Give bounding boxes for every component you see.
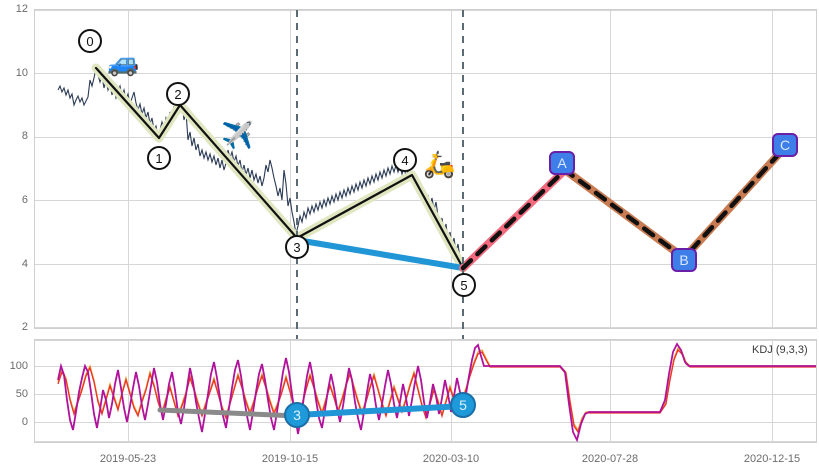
kdj-d-line xyxy=(57,348,816,434)
car-emoji: 🚙 xyxy=(107,47,140,77)
abc-label-b[interactable]: B xyxy=(671,248,697,272)
price-ytick-2: 2 xyxy=(21,321,28,333)
abc-label-c[interactable]: C xyxy=(772,133,798,157)
price-ytick-10: 10 xyxy=(15,67,28,79)
kdj-ytick-0: 0 xyxy=(21,416,28,428)
kdj-panel-border xyxy=(34,339,817,443)
kdj-blue-trend xyxy=(294,403,466,418)
kdj-indicator-label: KDJ (9,3,3) xyxy=(752,344,808,356)
xtick-2: 2019-10-15 xyxy=(261,453,319,465)
kdj-ytick-100: 100 xyxy=(9,360,28,372)
price-ytick-8: 8 xyxy=(21,130,28,142)
pivot-label-0[interactable]: 0 xyxy=(78,29,102,53)
corrective-wave-abc xyxy=(459,140,792,272)
connector-3-to-5 xyxy=(294,237,466,271)
price-panel-border xyxy=(34,9,817,329)
price-ytick-6: 6 xyxy=(21,194,28,206)
pivot-label-5[interactable]: 5 xyxy=(452,273,476,297)
kdj-ytick-50: 50 xyxy=(15,388,28,400)
price-ytick-4: 4 xyxy=(21,258,28,270)
zigzag-impulse-line xyxy=(94,66,465,270)
xtick-4: 2020-07-28 xyxy=(581,453,639,465)
scooter-emoji: 🛵 xyxy=(423,149,456,179)
pivot-label-2[interactable]: 2 xyxy=(166,82,190,106)
pivot-label-3[interactable]: 3 xyxy=(285,235,309,259)
xtick-3: 2020-03-10 xyxy=(422,453,480,465)
pivot-label-4[interactable]: 4 xyxy=(393,148,417,172)
xtick-1: 2019-05-23 xyxy=(99,453,157,465)
kdj-marker-3[interactable]: 3 xyxy=(284,402,310,428)
xtick-5: 2020-12-15 xyxy=(743,453,801,465)
abc-label-a[interactable]: A xyxy=(549,151,575,175)
pivot-label-1[interactable]: 1 xyxy=(147,146,171,170)
kdj-gray-trend xyxy=(157,407,300,419)
price-ytick-12: 12 xyxy=(15,3,28,15)
airplane-emoji: ✈️ xyxy=(221,120,254,150)
kdj-marker-5[interactable]: 5 xyxy=(450,392,476,418)
